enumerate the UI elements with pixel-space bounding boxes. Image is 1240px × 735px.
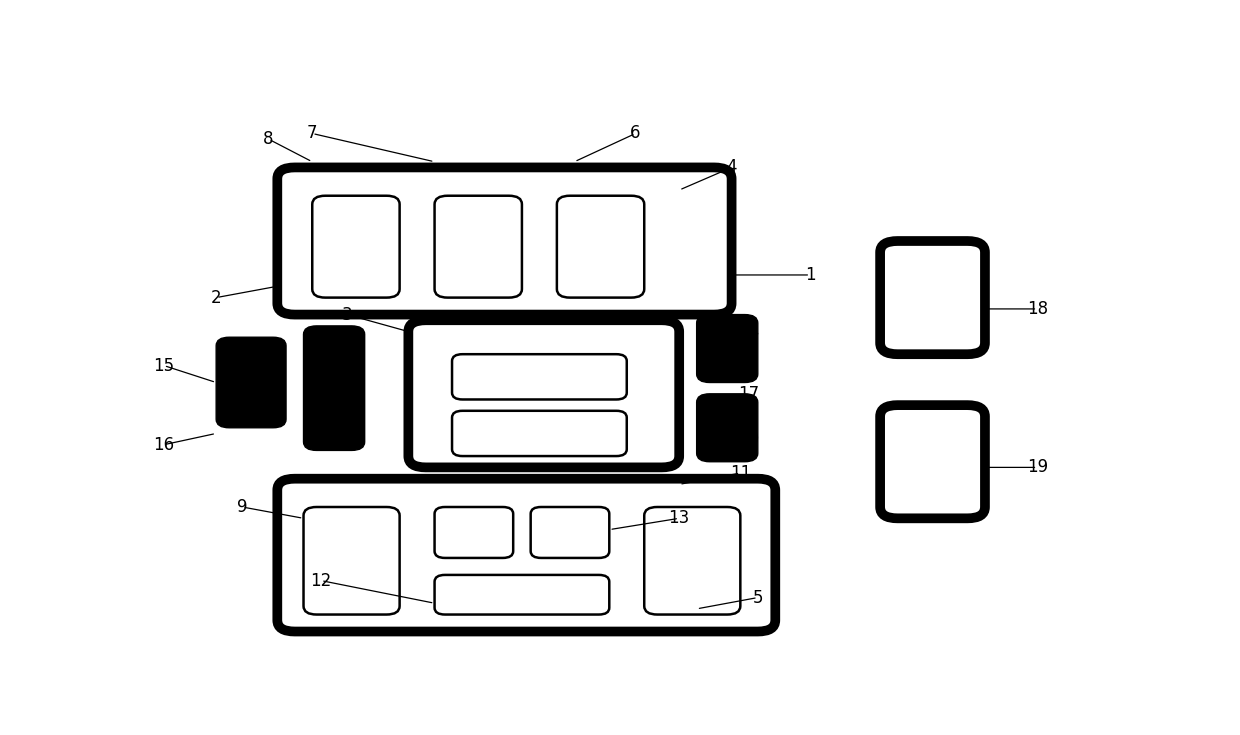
FancyBboxPatch shape: [453, 411, 626, 456]
Text: 16: 16: [154, 436, 175, 453]
FancyBboxPatch shape: [278, 168, 732, 315]
FancyBboxPatch shape: [278, 478, 775, 631]
Text: 3: 3: [342, 306, 352, 323]
Text: 2: 2: [211, 289, 222, 306]
FancyBboxPatch shape: [408, 320, 680, 467]
Text: 13: 13: [668, 509, 689, 527]
FancyBboxPatch shape: [557, 196, 645, 298]
FancyBboxPatch shape: [531, 507, 609, 558]
FancyBboxPatch shape: [645, 507, 740, 614]
FancyBboxPatch shape: [304, 507, 399, 614]
Text: 18: 18: [1027, 300, 1048, 318]
FancyBboxPatch shape: [216, 337, 286, 428]
Text: 8: 8: [263, 130, 274, 148]
Text: 9: 9: [237, 498, 248, 516]
Text: 19: 19: [1027, 459, 1048, 476]
FancyBboxPatch shape: [697, 394, 758, 462]
Text: 4: 4: [727, 159, 737, 176]
Text: 12: 12: [310, 572, 331, 589]
FancyBboxPatch shape: [312, 196, 399, 298]
Text: 7: 7: [308, 124, 317, 143]
Text: 11: 11: [729, 464, 751, 482]
Text: 6: 6: [630, 124, 641, 143]
Text: 17: 17: [739, 385, 760, 403]
FancyBboxPatch shape: [304, 326, 365, 451]
FancyBboxPatch shape: [434, 507, 513, 558]
Text: 14: 14: [739, 323, 760, 340]
Text: 15: 15: [154, 356, 175, 375]
Text: 5: 5: [753, 589, 763, 606]
FancyBboxPatch shape: [453, 354, 626, 400]
Text: 1: 1: [805, 266, 816, 284]
FancyBboxPatch shape: [697, 315, 758, 382]
FancyBboxPatch shape: [434, 196, 522, 298]
Text: 10: 10: [739, 430, 760, 448]
FancyBboxPatch shape: [880, 241, 985, 354]
FancyBboxPatch shape: [434, 575, 609, 614]
FancyBboxPatch shape: [880, 405, 985, 518]
